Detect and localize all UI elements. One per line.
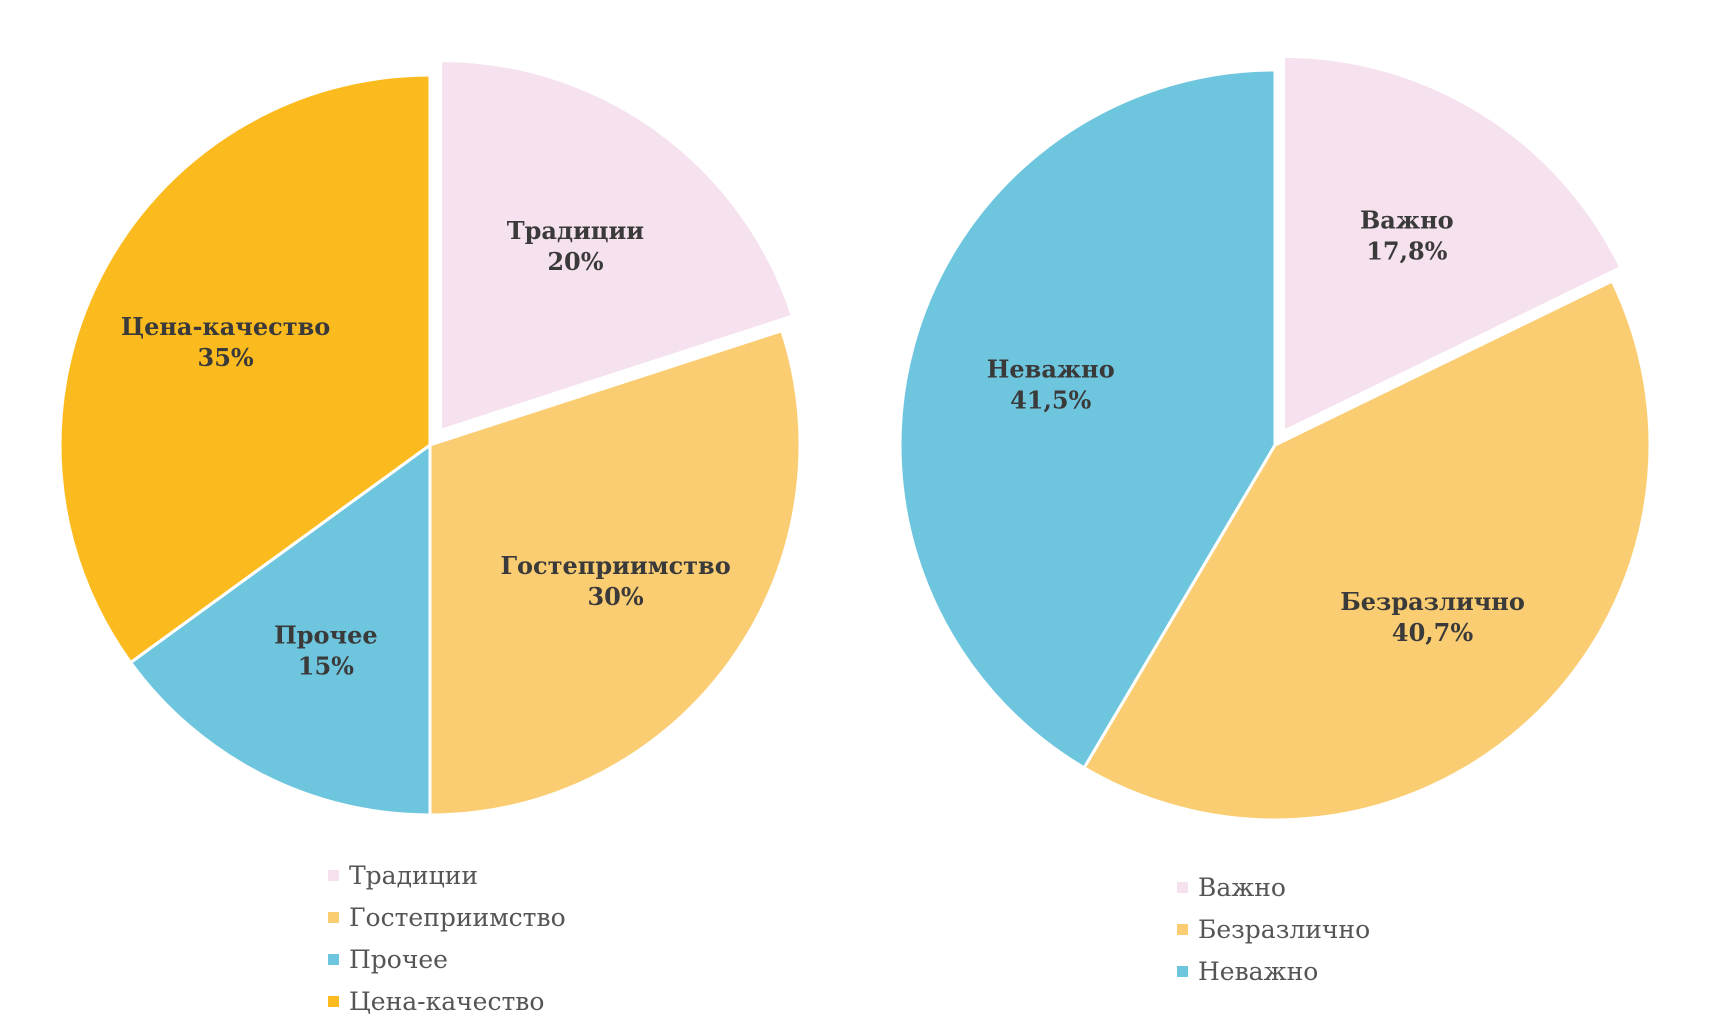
legend-label: Важно	[1198, 872, 1286, 902]
pie1-data-label-цена-качество: Цена-качество 35%	[121, 312, 330, 372]
legend-chart-2: Важно Безразлично Неважно	[1177, 866, 1370, 992]
legend-label: Гостеприимство	[349, 902, 566, 932]
legend-swatch	[328, 953, 339, 965]
legend-label: Цена-качество	[349, 986, 545, 1016]
pie1-slice-традиции	[439, 58, 795, 433]
legend-swatch	[1177, 881, 1188, 893]
pie1-slice-гостеприимство	[428, 328, 802, 817]
pie2-data-label-важно: Важно 17,8%	[1360, 205, 1454, 265]
legend-swatch	[1177, 923, 1188, 935]
legend2-item-важно: Важно	[1177, 866, 1370, 908]
legend2-item-безразлично: Безразлично	[1177, 908, 1370, 950]
legend-swatch	[328, 995, 339, 1007]
legend-swatch	[328, 869, 339, 881]
pie2-data-label-безразлично: Безразлично 40,7%	[1340, 587, 1525, 647]
pie1-data-label-гостеприимство: Гостеприимство 30%	[500, 551, 730, 611]
legend1-item-традиции: Традиции	[328, 854, 566, 896]
legend-chart-1: Традиции Гостеприимство Прочее Цена-качеств…	[328, 854, 566, 1022]
pie1-data-label-прочее: Прочее 15%	[274, 620, 378, 680]
legend1-item-цена-качество: Цена-качество	[328, 980, 566, 1022]
legend-label: Традиции	[349, 860, 479, 890]
legend-swatch	[328, 911, 339, 923]
legend-label: Прочее	[349, 944, 448, 974]
pie1-slice-прочее	[128, 442, 432, 817]
pie2-data-label-неважно: Неважно 41,5%	[987, 355, 1115, 415]
legend1-item-гостеприимство: Гостеприимство	[328, 896, 566, 938]
pie1-slice-цена-качество	[58, 73, 432, 665]
legend-swatch	[1177, 965, 1188, 977]
legend2-item-неважно: Неважно	[1177, 950, 1370, 992]
legend-label: Безразлично	[1198, 914, 1371, 944]
pie2-slice-важно	[1281, 54, 1623, 434]
legend1-item-прочее: Прочее	[328, 938, 566, 980]
legend-label: Неважно	[1198, 956, 1319, 986]
pie2-slice-неважно	[898, 68, 1277, 770]
pie2-slice-безразлично	[1082, 279, 1652, 822]
pie1-data-label-традиции: Традиции 20%	[507, 216, 644, 276]
